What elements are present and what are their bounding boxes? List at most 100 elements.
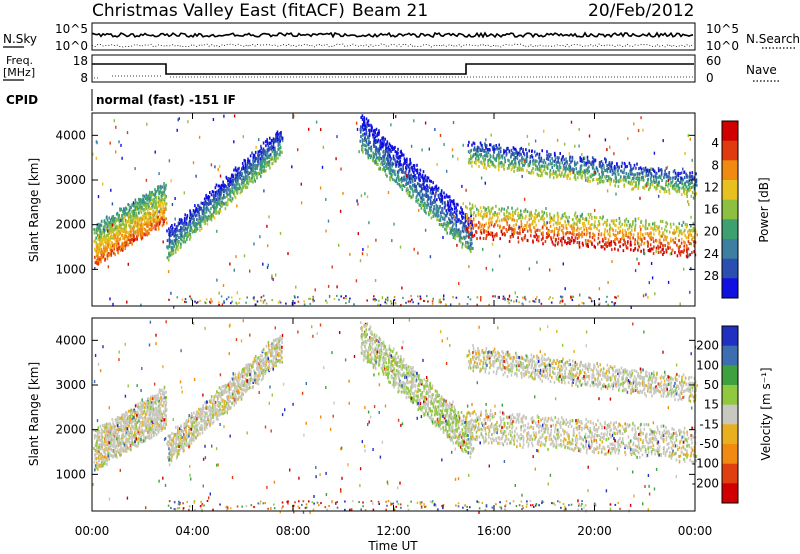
cpid-panel: CPID normal (fast) -151 IF bbox=[6, 89, 236, 111]
power-cell bbox=[113, 242, 116, 246]
power-cell bbox=[566, 230, 568, 234]
power-cell bbox=[401, 184, 403, 188]
power-cell bbox=[118, 231, 121, 235]
power-cell bbox=[266, 151, 269, 155]
power-cell bbox=[673, 187, 675, 191]
power-cell bbox=[440, 215, 442, 218]
power-cell bbox=[520, 146, 523, 150]
power-cell bbox=[204, 302, 207, 305]
nsearch-trace bbox=[91, 43, 694, 48]
power-cell bbox=[569, 165, 572, 169]
power-cell bbox=[664, 235, 666, 239]
power-cell bbox=[276, 151, 278, 154]
power-cell bbox=[460, 236, 463, 240]
power-cell bbox=[523, 163, 525, 167]
power-cell bbox=[266, 138, 268, 142]
power-cell bbox=[691, 158, 693, 162]
power-cell bbox=[231, 173, 233, 177]
power-cell bbox=[423, 202, 425, 206]
power-cell bbox=[219, 208, 221, 212]
power-cell bbox=[471, 242, 473, 245]
power-cell bbox=[519, 147, 521, 151]
power-cell bbox=[185, 217, 187, 221]
power-cell bbox=[585, 240, 587, 244]
power-cell bbox=[236, 302, 238, 305]
power-cell bbox=[206, 201, 209, 205]
power-cell bbox=[586, 155, 589, 159]
power-cell bbox=[190, 228, 192, 232]
power-cell bbox=[241, 172, 243, 176]
power-cell bbox=[536, 152, 538, 156]
power-cell bbox=[262, 301, 265, 304]
power-cell bbox=[567, 241, 569, 245]
power-cell bbox=[106, 257, 109, 261]
power-cell bbox=[437, 211, 439, 215]
power-cell bbox=[225, 201, 227, 205]
power-cell bbox=[578, 243, 581, 247]
power-cell bbox=[497, 163, 500, 167]
power-cell bbox=[609, 169, 611, 173]
power-cell bbox=[98, 229, 101, 233]
power-cell bbox=[228, 184, 230, 188]
power-cell bbox=[456, 209, 458, 213]
power-cell bbox=[468, 265, 470, 269]
power-cell bbox=[100, 248, 103, 252]
power-cell bbox=[679, 244, 681, 248]
power-cell bbox=[114, 226, 117, 230]
power-cell bbox=[171, 246, 173, 249]
power-cell bbox=[205, 298, 208, 301]
power-cell bbox=[375, 145, 378, 149]
power-cell bbox=[111, 235, 114, 239]
power-cell bbox=[499, 237, 501, 241]
power-cell bbox=[98, 225, 101, 229]
power-cell bbox=[185, 223, 188, 227]
power-cell bbox=[205, 196, 208, 200]
power-cell bbox=[148, 211, 150, 215]
power-cell bbox=[574, 175, 577, 179]
power-cell bbox=[189, 233, 191, 237]
power-cell bbox=[476, 153, 479, 157]
power-cell bbox=[260, 144, 262, 148]
power-cell bbox=[551, 229, 553, 233]
power-cell bbox=[148, 192, 151, 196]
power-cell bbox=[543, 211, 545, 215]
power-cell bbox=[598, 222, 601, 226]
power-cell bbox=[408, 177, 411, 181]
power-cell bbox=[234, 179, 237, 183]
power-cell bbox=[281, 151, 283, 154]
power-cell bbox=[466, 217, 468, 221]
power-cell bbox=[446, 169, 448, 173]
power-cell bbox=[429, 196, 431, 200]
power-cell bbox=[156, 222, 158, 226]
power-cell bbox=[262, 300, 265, 303]
power-cell bbox=[592, 232, 594, 236]
power-cell bbox=[145, 214, 147, 218]
power-cell bbox=[508, 298, 510, 301]
power-cell bbox=[459, 211, 462, 215]
power-cell bbox=[462, 223, 465, 227]
power-cell bbox=[398, 178, 400, 182]
power-cell bbox=[550, 230, 552, 233]
power-cell bbox=[345, 295, 347, 298]
freq-trace bbox=[92, 63, 694, 75]
power-cell bbox=[396, 151, 398, 155]
power-cell bbox=[686, 255, 689, 259]
power-cell bbox=[155, 189, 158, 193]
power-cell bbox=[251, 151, 253, 155]
power-cell bbox=[612, 228, 614, 232]
power-cell bbox=[670, 239, 672, 243]
power-cell bbox=[159, 203, 161, 207]
power-cell bbox=[601, 175, 604, 179]
power-cell bbox=[449, 230, 452, 234]
power-cell bbox=[161, 192, 164, 196]
power-cell bbox=[519, 213, 521, 217]
power-cell bbox=[451, 207, 454, 211]
power-cell bbox=[617, 231, 619, 235]
power-cell bbox=[110, 251, 113, 255]
power-cell bbox=[521, 216, 524, 220]
power-cell bbox=[277, 301, 280, 304]
power-cell bbox=[493, 157, 496, 161]
power-cell bbox=[267, 144, 270, 148]
power-cell bbox=[405, 189, 408, 193]
power-cell bbox=[499, 161, 502, 165]
